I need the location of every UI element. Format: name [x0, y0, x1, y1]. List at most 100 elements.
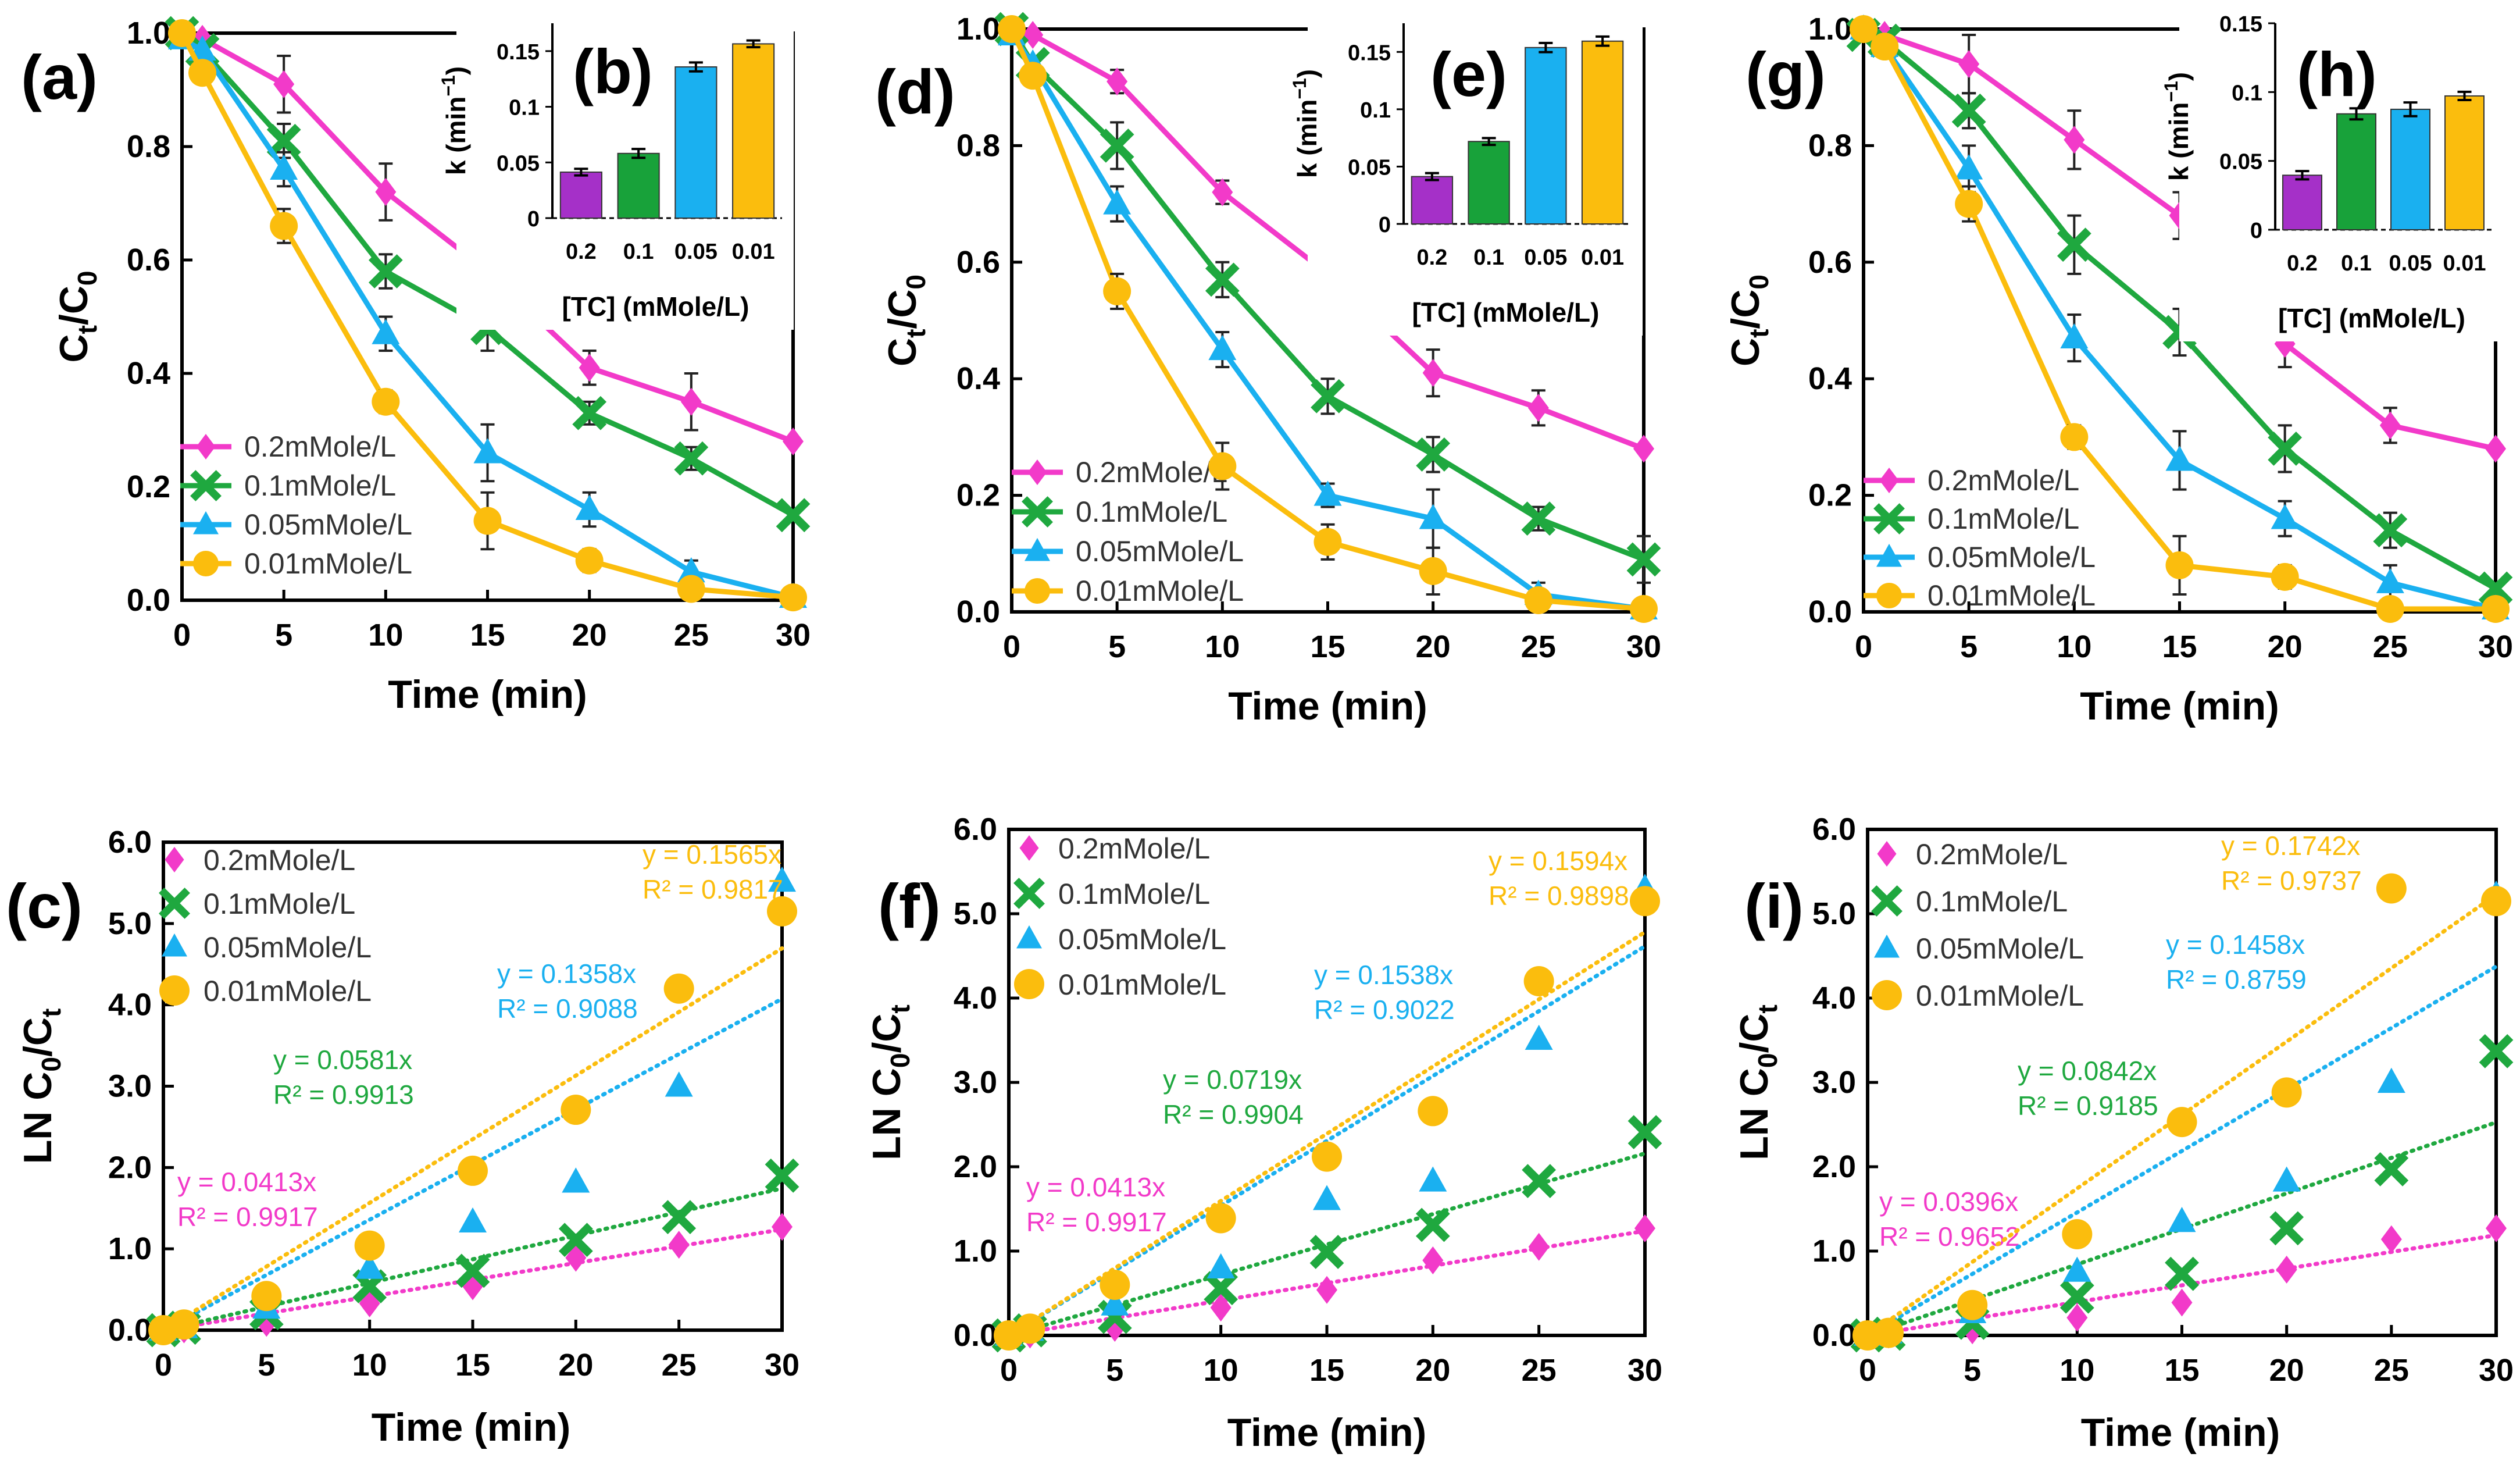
x-tick-label: 0 [173, 618, 191, 653]
legend-label: 0.2mMole/L [1916, 838, 2068, 871]
series-line [179, 31, 794, 600]
legend-label: 0.01mMole/L [204, 975, 372, 1007]
data-point [251, 1281, 282, 1312]
data-point [2380, 1225, 2402, 1253]
inset-category-label: 0.05 [2389, 251, 2432, 276]
inset-bar [2282, 174, 2322, 230]
y-tick-label: 0.0 [127, 583, 170, 618]
y-axis-label-part: t [885, 1004, 915, 1013]
data-point [2064, 126, 2085, 154]
series-3 [148, 896, 797, 1345]
x-tick-label: 25 [1521, 629, 1556, 664]
data-point [2057, 227, 2091, 262]
data-point [2063, 1256, 2091, 1282]
y-tick-label: 1.0 [1808, 12, 1852, 47]
x-tick-label: 30 [776, 618, 811, 653]
fit-r-squared: R² = 0.9022 [1314, 995, 1455, 1025]
x-tick-label: 25 [674, 618, 709, 653]
x-tick-label: 10 [1205, 629, 1240, 664]
x-axis-label: Time (min) [372, 1405, 571, 1449]
data-point [2374, 1152, 2409, 1187]
inset-category-label: 0.2 [566, 240, 597, 264]
legend-marker [1876, 583, 1902, 608]
legend-label: 0.1mMole/L [1058, 878, 1210, 910]
x-tick-label: 20 [2268, 629, 2303, 664]
x-tick-label: 15 [1310, 629, 1345, 664]
data-point [1208, 334, 1237, 361]
inset-y-tick-label: 0.15 [497, 40, 540, 65]
inset-bar [732, 43, 775, 219]
data-point [783, 427, 804, 455]
y-tick-label: 5.0 [954, 896, 997, 931]
y-tick-label: 0.4 [127, 356, 170, 391]
y-tick-label: 0.2 [127, 469, 170, 504]
x-axis-label: Time (min) [1227, 1410, 1427, 1455]
data-point [2376, 594, 2404, 623]
y-axis-label-part: 0 [885, 1053, 915, 1068]
data-point [776, 498, 811, 533]
data-point [2268, 432, 2303, 466]
data-point [1528, 1232, 1550, 1261]
data-point [1523, 966, 1554, 996]
y-tick-label: 5.0 [108, 906, 152, 941]
data-point [1207, 1253, 1235, 1278]
data-point [455, 1253, 490, 1288]
inset-bar [674, 66, 718, 219]
legend-marker [1013, 878, 1045, 909]
y-tick-label: 0.8 [956, 128, 1000, 163]
series-3 [1850, 15, 2510, 623]
x-tick-label: 20 [572, 618, 607, 653]
data-point [1626, 542, 1661, 577]
y-axis-label: Ct/C0 [52, 270, 102, 362]
y-axis-label: LN C0/Ct [1732, 1004, 1783, 1160]
inset-h: 0 0.05 0.1 0.15 0.2 0.1 0.05 0.01 [TC] (mMole/L)… [2161, 12, 2503, 341]
inset-bar [1581, 40, 1624, 225]
data-point [579, 354, 600, 382]
y-axis-label: LN C0/Ct [865, 1004, 915, 1160]
data-point [1313, 528, 1342, 556]
data-point [1521, 501, 1556, 536]
data-point [668, 1231, 690, 1259]
data-point [1957, 1289, 1988, 1320]
legend-marker [159, 975, 190, 1006]
inset-error-bar [746, 39, 761, 49]
inset-category-label: 0.2 [2287, 251, 2318, 276]
inset-y-axis-label-part: ) [2164, 72, 2194, 81]
data-point [663, 973, 694, 1004]
y-tick-label: 4.0 [954, 981, 997, 1016]
data-point [1311, 379, 1345, 414]
legend-marker [1022, 496, 1053, 528]
fit-equation: y = 0.0581x [273, 1045, 412, 1075]
data-point [1205, 1203, 1236, 1234]
data-point [575, 546, 604, 575]
fit-equation: y = 0.0413x [177, 1167, 316, 1197]
y-tick-label: 6.0 [954, 812, 997, 847]
inset-y-axis-label: k (min−1) [1289, 69, 1322, 178]
data-point [1955, 154, 1983, 180]
inset-y-axis-label: k (min−1) [2161, 72, 2194, 181]
x-tick-label: 20 [1416, 629, 1451, 664]
fit-equation: y = 0.1538x [1314, 960, 1453, 990]
legend-label: 0.2mMole/L [1928, 464, 2079, 497]
x-tick-label: 20 [1415, 1353, 1450, 1388]
fit-line [1865, 964, 2498, 1338]
series-3 [1852, 873, 2511, 1351]
y-axis-label-part: 0 [1752, 1053, 1783, 1068]
data-point [561, 1095, 591, 1125]
inset-y-tick-label: 0.1 [2232, 81, 2262, 105]
y-tick-label: 4.0 [1812, 981, 1856, 1016]
x-tick-label: 30 [1627, 1353, 1662, 1388]
y-axis-label-part: 0 [72, 270, 102, 286]
y-tick-label: 6.0 [108, 825, 152, 860]
panel-label: (i) [1744, 871, 1804, 941]
fit-r-squared: R² = 0.9898 [1489, 881, 1629, 911]
inset-error-bar [1482, 137, 1496, 147]
fit-equation: y = 0.1358x [497, 959, 636, 989]
legend-label: 0.01mMole/L [244, 547, 412, 580]
y-axis-label: Ct/C0 [1723, 275, 1774, 366]
data-point [459, 1207, 487, 1233]
legend-marker [1025, 537, 1050, 561]
data-point [765, 1158, 799, 1193]
data-point [1850, 15, 1877, 43]
